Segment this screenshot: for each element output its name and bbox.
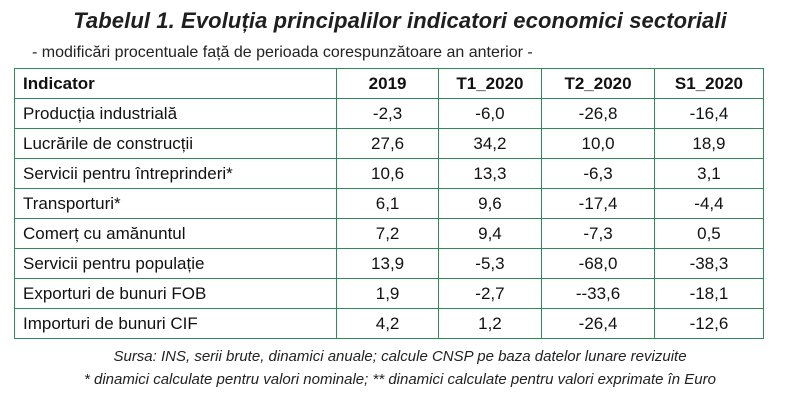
header-indicator: Indicator xyxy=(13,68,338,99)
footnote: * dinamici calculate pentru valori nomin… xyxy=(84,371,716,388)
cell-2019: 6,1 xyxy=(336,188,439,219)
header-t2-2020: T2_2020 xyxy=(541,68,655,99)
cell-2019: 4,2 xyxy=(336,308,439,339)
cell-s1-2020: -4,4 xyxy=(653,188,765,219)
row-label: Lucrările de construcții xyxy=(13,128,338,159)
cell-t1-2020: 9,4 xyxy=(437,218,543,249)
row-label: Servicii pentru întreprinderi* xyxy=(13,158,338,189)
cell-2019: 10,6 xyxy=(336,158,439,189)
cell-t2-2020: -17,4 xyxy=(541,188,655,219)
cell-t1-2020: 1,2 xyxy=(437,308,543,339)
table-row: Producția industrială -2,3 -6,0 -26,8 -1… xyxy=(13,98,765,129)
cell-2019: 13,9 xyxy=(336,248,439,279)
cell-t1-2020: 34,2 xyxy=(437,128,543,159)
cell-t1-2020: 9,6 xyxy=(437,188,543,219)
table-header-row: Indicator 2019 T1_2020 T2_2020 S1_2020 xyxy=(13,68,765,99)
cell-t1-2020: 13,3 xyxy=(437,158,543,189)
indicators-table: Indicator 2019 T1_2020 T2_2020 S1_2020 P… xyxy=(13,68,765,339)
header-2019: 2019 xyxy=(336,68,439,99)
cell-s1-2020: 3,1 xyxy=(653,158,765,189)
cell-s1-2020: -16,4 xyxy=(653,98,765,129)
cell-t2-2020: -68,0 xyxy=(541,248,655,279)
cell-2019: 7,2 xyxy=(336,218,439,249)
table-row: Exporturi de bunuri FOB 1,9 -2,7 --33,6 … xyxy=(13,278,765,309)
cell-s1-2020: 0,5 xyxy=(653,218,765,249)
table-row: Transporturi* 6,1 9,6 -17,4 -4,4 xyxy=(13,188,765,219)
table-row: Comerț cu amănuntul 7,2 9,4 -7,3 0,5 xyxy=(13,218,765,249)
row-label: Producția industrială xyxy=(13,98,338,129)
cell-t1-2020: -5,3 xyxy=(437,248,543,279)
row-label: Exporturi de bunuri FOB xyxy=(13,278,338,309)
table-subtitle: - modificări procentuale față de perioad… xyxy=(32,44,533,61)
cell-s1-2020: -18,1 xyxy=(653,278,765,309)
cell-t2-2020: -7,3 xyxy=(541,218,655,249)
cell-t2-2020: 10,0 xyxy=(541,128,655,159)
row-label: Importuri de bunuri CIF xyxy=(13,308,338,339)
cell-t1-2020: -2,7 xyxy=(437,278,543,309)
cell-t1-2020: -6,0 xyxy=(437,98,543,129)
cell-t2-2020: -26,4 xyxy=(541,308,655,339)
cell-s1-2020: -12,6 xyxy=(653,308,765,339)
cell-t2-2020: -26,8 xyxy=(541,98,655,129)
cell-2019: 1,9 xyxy=(336,278,439,309)
row-label: Servicii pentru populație xyxy=(13,248,338,279)
header-t1-2020: T1_2020 xyxy=(437,68,543,99)
table-row: Servicii pentru populație 13,9 -5,3 -68,… xyxy=(13,248,765,279)
cell-t2-2020: -6,3 xyxy=(541,158,655,189)
table-row: Servicii pentru întreprinderi* 10,6 13,3… xyxy=(13,158,765,189)
header-s1-2020: S1_2020 xyxy=(653,68,765,99)
table-row: Lucrările de construcții 27,6 34,2 10,0 … xyxy=(13,128,765,159)
cell-s1-2020: -38,3 xyxy=(653,248,765,279)
cell-s1-2020: 18,9 xyxy=(653,128,765,159)
cell-t2-2020: --33,6 xyxy=(541,278,655,309)
source-note: Sursa: INS, serii brute, dinamici anuale… xyxy=(113,348,687,365)
row-label: Transporturi* xyxy=(13,188,338,219)
cell-2019: 27,6 xyxy=(336,128,439,159)
cell-2019: -2,3 xyxy=(336,98,439,129)
table-title: Tabelul 1. Evoluția principalilor indica… xyxy=(73,8,727,33)
row-label: Comerț cu amănuntul xyxy=(13,218,338,249)
table-row: Importuri de bunuri CIF 4,2 1,2 -26,4 -1… xyxy=(13,308,765,339)
